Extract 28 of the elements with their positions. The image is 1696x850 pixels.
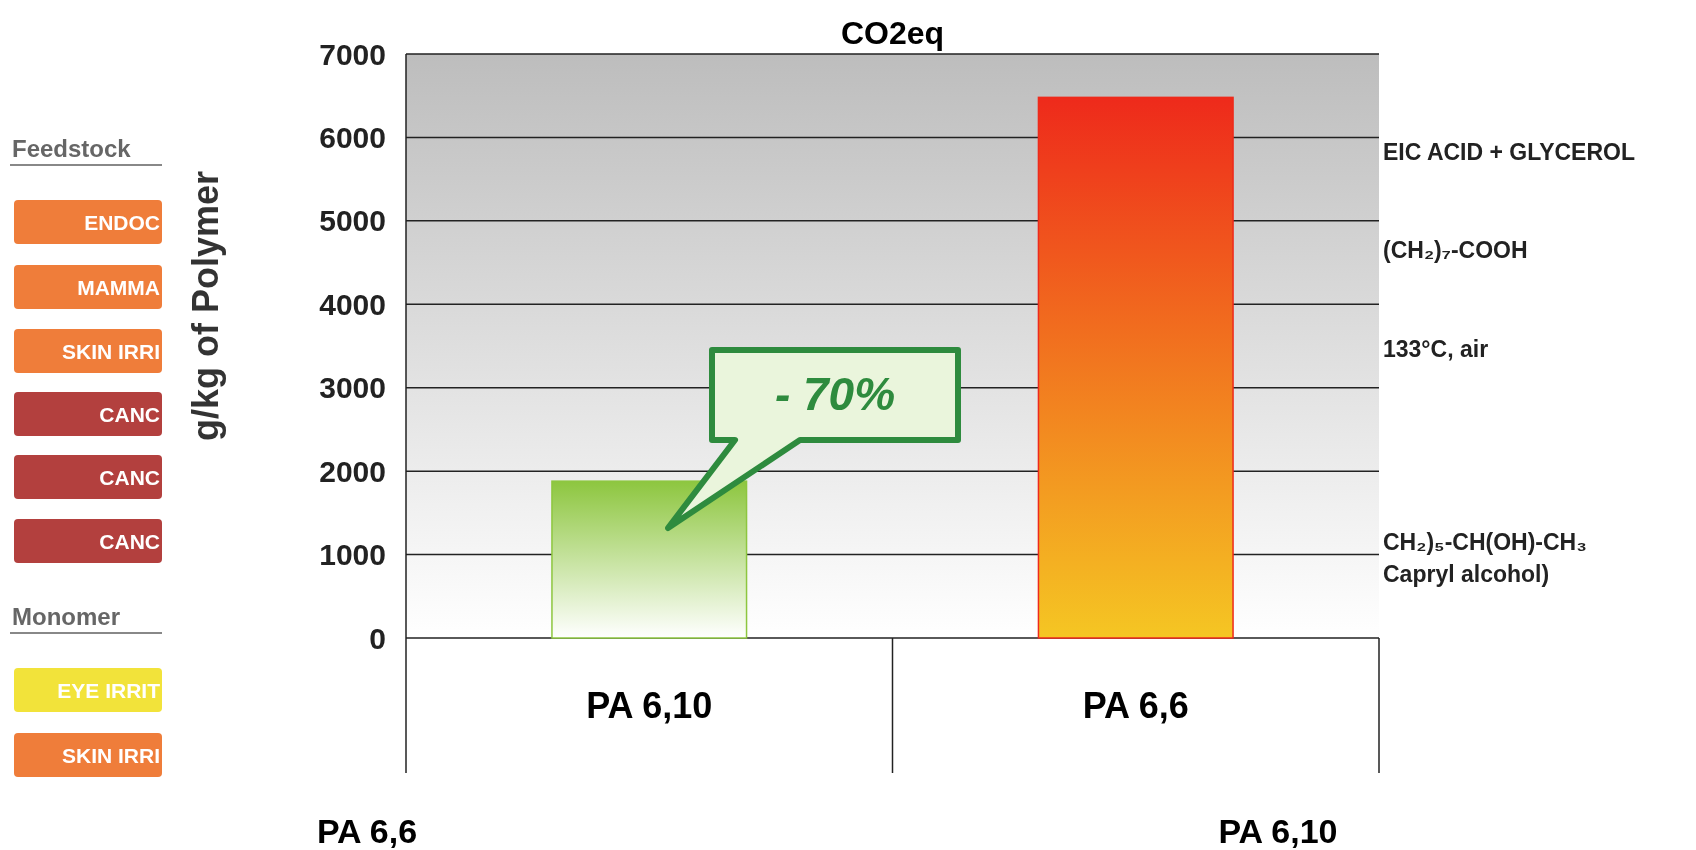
y-tick-label: 3000 <box>319 371 386 405</box>
text: CANC <box>99 403 160 426</box>
text: 133°C, air <box>1383 336 1489 362</box>
y-tick-label: 6000 <box>319 120 386 154</box>
text: Feedstock <box>12 135 132 162</box>
y-axis-title: g/kg of Polymer <box>185 170 226 442</box>
text: ENDOC <box>84 211 160 234</box>
text: PA 6,6 <box>316 812 418 850</box>
text: PA 6,10 <box>1218 812 1338 850</box>
text: (CH₂)₇-COOH <box>1383 237 1528 263</box>
text: EYE IRRIT <box>57 679 161 702</box>
text: CANC <box>99 466 160 489</box>
y-tick-label: 7000 <box>319 37 386 71</box>
y-tick-label: 0 <box>369 621 386 655</box>
y-tick-label: 1000 <box>319 538 386 572</box>
text: SKIN IRRI <box>61 744 160 767</box>
text: Capryl alcohol) <box>1383 561 1550 587</box>
text: CH₂)₅-CH(OH)-CH₃ <box>1383 529 1587 555</box>
text: EIC ACID + GLYCEROL <box>1383 139 1635 165</box>
text: CANC <box>99 530 160 553</box>
text: Monomer <box>12 603 120 630</box>
chart-title: CO2eq <box>840 15 945 51</box>
y-tick-label: 4000 <box>319 287 386 321</box>
annotation: - 70% <box>774 368 896 420</box>
text: MAMMA <box>77 276 160 299</box>
y-tick-label: 5000 <box>319 204 386 238</box>
y-tick-label: 2000 <box>319 454 386 488</box>
text: SKIN IRRI <box>61 340 160 363</box>
